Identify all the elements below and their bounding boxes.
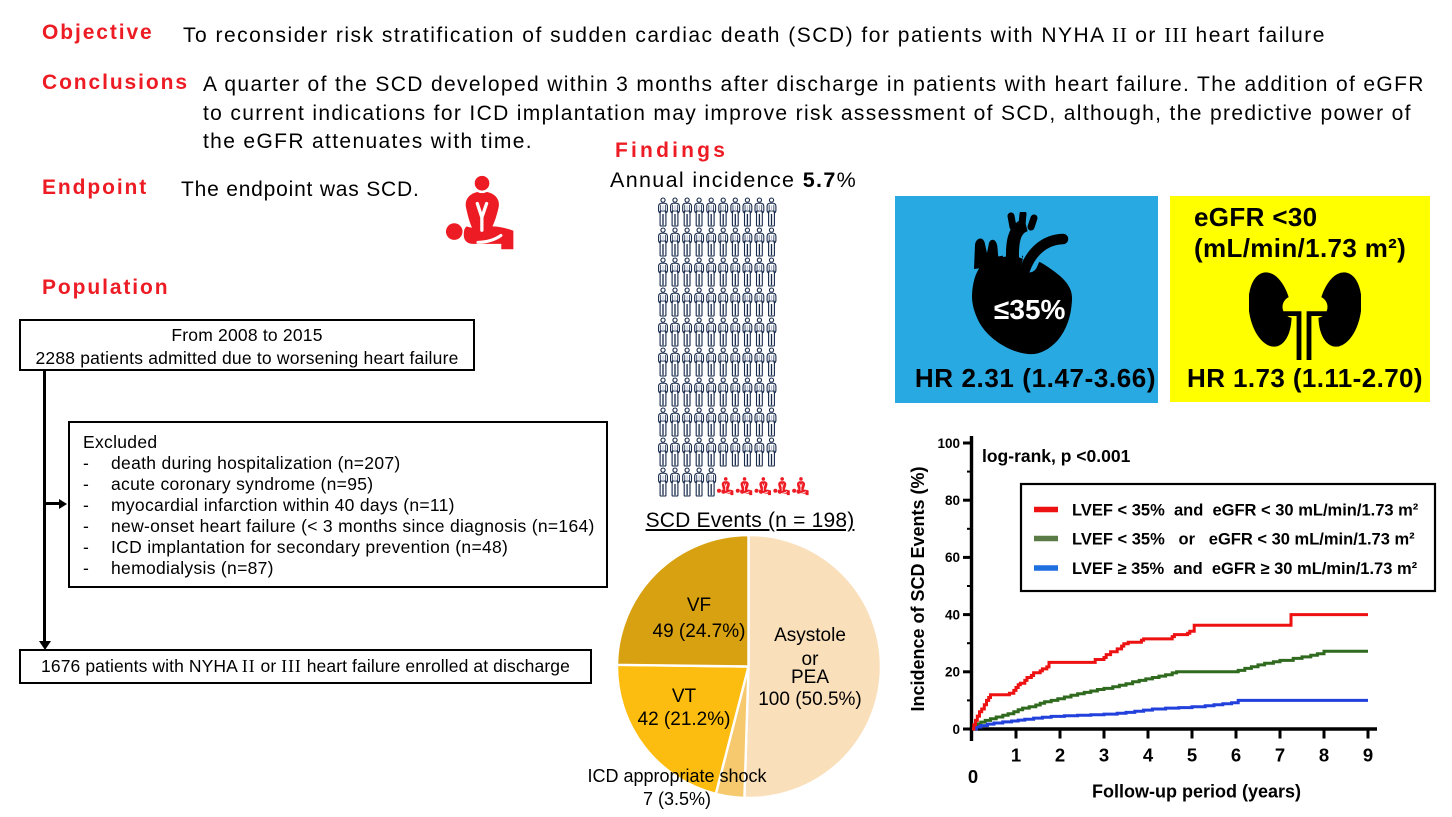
svg-text:80: 80 xyxy=(945,493,960,508)
svg-text:20: 20 xyxy=(945,665,960,680)
svg-text:1: 1 xyxy=(1011,745,1021,766)
svg-text:VF: VF xyxy=(687,595,711,616)
svg-text:100: 100 xyxy=(937,436,960,451)
svg-text:60: 60 xyxy=(945,550,960,565)
svg-text:LVEF < 35% and eGFR < 30 mL/: LVEF < 35% and eGFR < 30 mL/min/1.73 m² xyxy=(1072,502,1419,520)
svg-text:Follow-up period (years): Follow-up period (years) xyxy=(1092,782,1301,802)
svg-text:Asystole: Asystole xyxy=(774,625,846,646)
svg-text:0: 0 xyxy=(968,766,978,787)
svg-text:6: 6 xyxy=(1231,745,1241,766)
svg-text:5: 5 xyxy=(1187,745,1197,766)
svg-text:0: 0 xyxy=(952,722,960,737)
svg-text:log-rank, p <0.001: log-rank, p <0.001 xyxy=(982,446,1131,466)
svg-text:42 (21.2%): 42 (21.2%) xyxy=(638,709,731,730)
svg-text:49 (24.7%): 49 (24.7%) xyxy=(653,621,746,642)
svg-text:8: 8 xyxy=(1319,745,1329,766)
svg-text:or: or xyxy=(802,649,820,670)
svg-text:3: 3 xyxy=(1099,745,1109,766)
svg-text:2: 2 xyxy=(1055,745,1065,766)
svg-text:100 (50.5%): 100 (50.5%) xyxy=(758,689,862,710)
svg-text:40: 40 xyxy=(945,607,960,622)
svg-text:VT: VT xyxy=(672,686,697,707)
svg-text:Incidence of SCD Events (%): Incidence of SCD Events (%) xyxy=(908,466,928,711)
svg-text:7: 7 xyxy=(1275,745,1285,766)
svg-text:9: 9 xyxy=(1363,745,1373,766)
svg-text:LVEF ≥ 35% and eGFR ≥ 30 mL/: LVEF ≥ 35% and eGFR ≥ 30 mL/min/1.73 m² xyxy=(1072,560,1418,578)
svg-text:PEA: PEA xyxy=(791,667,829,688)
svg-text:4: 4 xyxy=(1143,745,1154,766)
svg-text:LVEF < 35% or eGFR < 30 mL: LVEF < 35% or eGFR < 30 mL/min/1.73 m² xyxy=(1072,531,1415,549)
